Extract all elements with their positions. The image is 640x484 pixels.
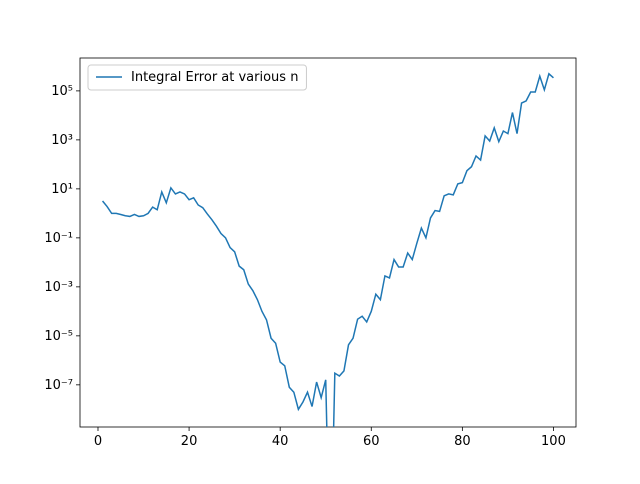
- x-tick-label: 80: [454, 434, 471, 449]
- x-tick-label: 0: [94, 434, 102, 449]
- y-tick-label: 10⁻⁵: [44, 329, 73, 344]
- x-tick-label: 40: [272, 434, 289, 449]
- x-tick-label: 60: [363, 434, 380, 449]
- y-tick-label: 10³: [51, 133, 73, 148]
- x-tick-label: 20: [181, 434, 198, 449]
- y-tick-label: 10⁻¹: [44, 231, 73, 246]
- legend: [87, 64, 307, 91]
- legend-label: Integral Error at various n: [131, 70, 298, 85]
- data-line: [101, 72, 554, 427]
- y-tick-label: 10⁻³: [44, 280, 73, 295]
- x-tick-label: 100: [541, 434, 566, 449]
- y-tick-label: 10¹: [51, 182, 73, 197]
- axes-frame: [79, 57, 577, 428]
- y-tick-label: 10⁻⁷: [44, 378, 73, 393]
- y-tick-label: 10⁵: [51, 84, 73, 99]
